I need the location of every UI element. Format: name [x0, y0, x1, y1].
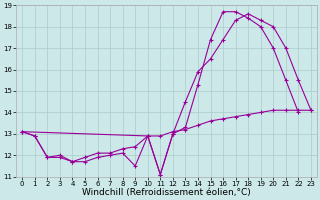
X-axis label: Windchill (Refroidissement éolien,°C): Windchill (Refroidissement éolien,°C) [82, 188, 251, 197]
